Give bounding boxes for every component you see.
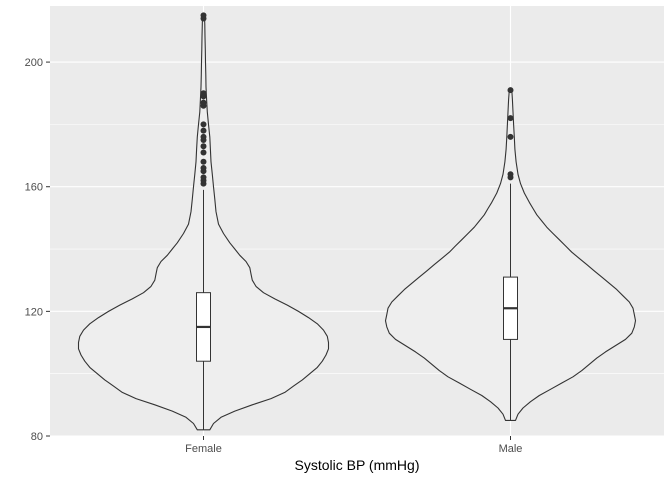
x-tick-label-female: Female xyxy=(185,443,222,455)
x-axis-title: Systolic BP (mmHg) xyxy=(295,457,420,473)
outlier-point xyxy=(200,133,207,140)
outlier-point xyxy=(200,158,207,165)
outlier-point xyxy=(200,149,207,156)
outlier-point xyxy=(200,90,207,97)
outlier-point xyxy=(200,12,207,19)
outlier-point xyxy=(507,133,514,140)
y-tick-label: 80 xyxy=(31,431,43,443)
outlier-point xyxy=(200,165,207,172)
outlier-point xyxy=(200,143,207,150)
x-tick-label-male: Male xyxy=(499,443,523,455)
outlier-point xyxy=(200,174,207,181)
outlier-point xyxy=(200,127,207,134)
outlier-point xyxy=(507,171,514,178)
x-axis-ticks: Female Male xyxy=(185,436,522,455)
y-tick-label: 160 xyxy=(25,182,43,194)
violins xyxy=(77,12,637,431)
outlier-point xyxy=(200,99,207,106)
outlier-point xyxy=(200,121,207,128)
y-tick-label: 200 xyxy=(25,57,43,69)
outlier-point xyxy=(507,115,514,122)
outlier-point xyxy=(507,87,514,94)
y-tick-label: 120 xyxy=(25,306,43,318)
y-axis-ticks: 80 120 160 200 xyxy=(25,57,50,443)
